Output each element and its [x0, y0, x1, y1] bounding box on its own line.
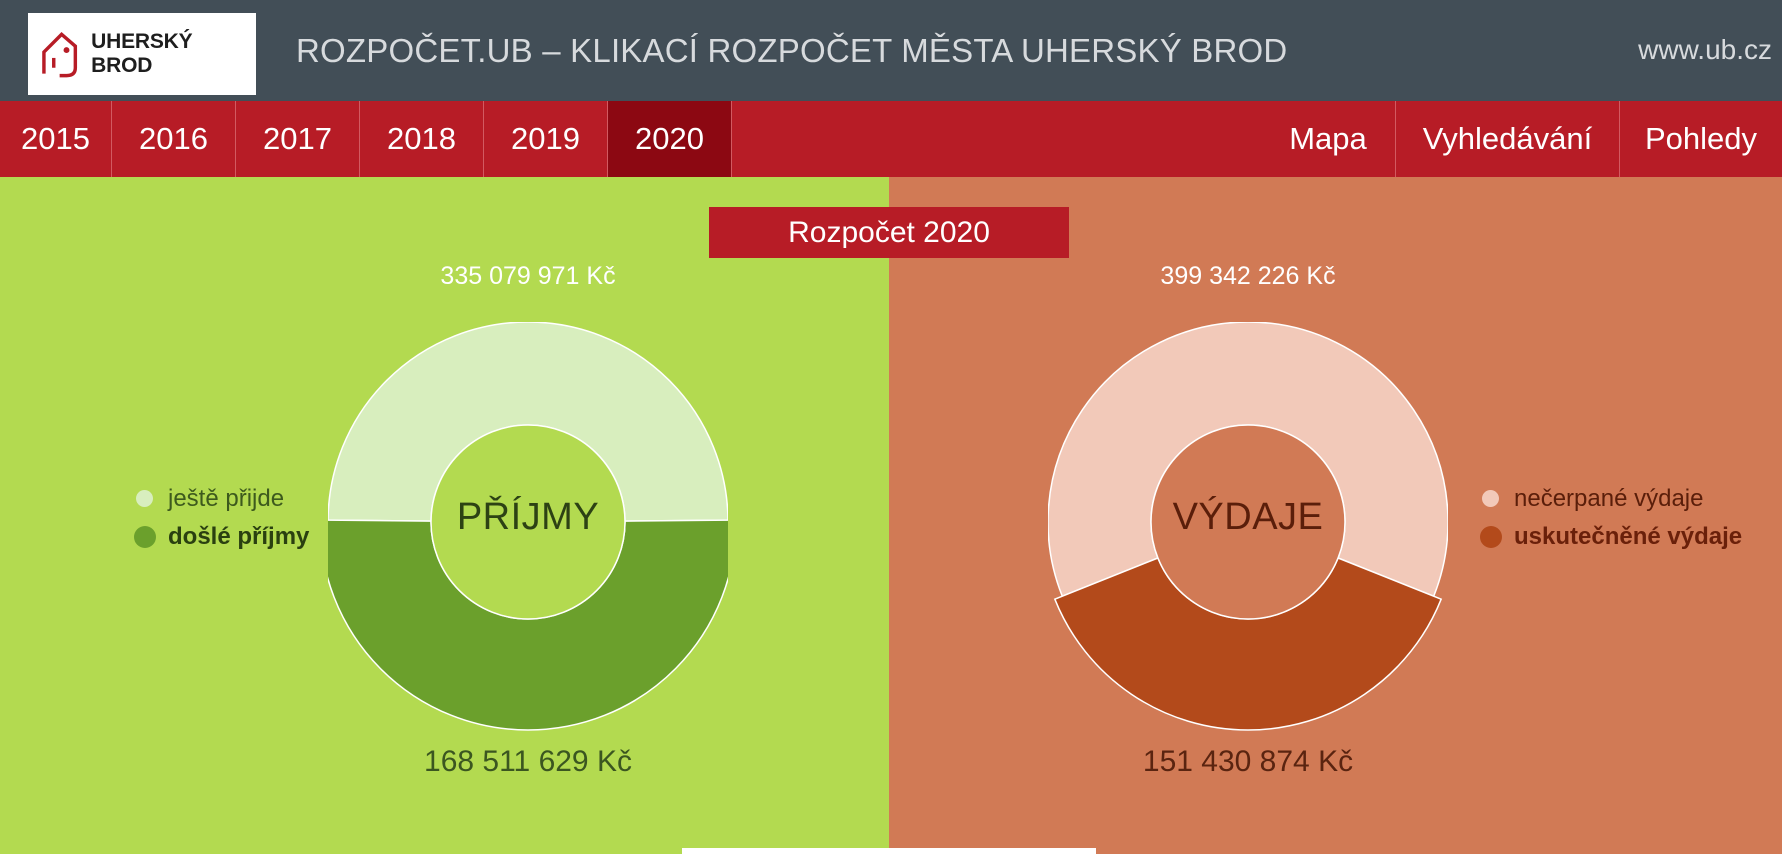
year-tab-2020[interactable]: 2020 — [608, 101, 732, 177]
year-tab-2016[interactable]: 2016 — [112, 101, 236, 177]
expenses-center-label: VÝDAJE — [1172, 496, 1324, 538]
legend-item-received-income[interactable]: došlé příjmy — [134, 518, 310, 556]
legend-label: uskutečněné výdaje — [1514, 523, 1743, 550]
year-tab-2015[interactable]: 2015 — [0, 101, 112, 177]
legend-item-remaining-expenses[interactable]: nečerpané výdaje — [1482, 480, 1742, 518]
income-donut-chart[interactable] — [328, 322, 728, 742]
legend-label: ještě přijde — [168, 485, 285, 512]
income-legend: ještě přijde došlé příjmy — [134, 480, 310, 556]
legend-label: došlé příjmy — [168, 523, 310, 550]
legend-dot-icon — [1482, 490, 1499, 507]
expenses-total: 399 342 226 Kč — [1160, 262, 1336, 290]
bottom-scroll-indicator — [682, 848, 1096, 854]
year-tab-2017[interactable]: 2017 — [236, 101, 360, 177]
income-center-label: PŘÍJMY — [456, 496, 600, 538]
city-logo[interactable]: UHERSKÝ BROD — [28, 13, 256, 95]
budget-title: Rozpočet 2020 — [709, 207, 1069, 258]
legend-dot-icon — [136, 490, 153, 507]
main-nav: 2015 2016 2017 2018 2019 2020 Mapa Vyhle… — [0, 101, 1782, 177]
year-tab-2019[interactable]: 2019 — [484, 101, 608, 177]
expenses-spent-amount: 151 430 874 Kč — [1142, 745, 1354, 778]
income-received-amount: 168 511 629 Kč — [424, 745, 632, 778]
nav-link-search[interactable]: Vyhledávání — [1395, 101, 1619, 177]
legend-label: nečerpané výdaje — [1514, 485, 1704, 512]
expenses-center-circle[interactable] — [1150, 424, 1346, 620]
logo-text: UHERSKÝ BROD — [91, 30, 193, 77]
city-house-icon — [42, 32, 78, 78]
expenses-donut-chart[interactable] — [1048, 322, 1448, 742]
income-total: 335 079 971 Kč — [440, 262, 616, 290]
nav-link-views[interactable]: Pohledy — [1619, 101, 1782, 177]
income-center-circle[interactable] — [430, 424, 626, 620]
year-tab-2018[interactable]: 2018 — [360, 101, 484, 177]
site-header: UHERSKÝ BROD ROZPOČET.UB – KLIKACÍ ROZPO… — [0, 0, 1782, 101]
nav-link-map[interactable]: Mapa — [1289, 121, 1367, 156]
legend-dot-icon — [1480, 526, 1502, 548]
legend-item-spent-expenses[interactable]: uskutečněné výdaje — [1480, 518, 1743, 556]
site-title: ROZPOČET.UB – KLIKACÍ ROZPOČET MĚSTA UHE… — [296, 32, 1288, 69]
legend-item-remaining-income[interactable]: ještě přijde — [136, 480, 309, 518]
expenses-legend: nečerpané výdaje uskutečněné výdaje — [1480, 480, 1743, 556]
site-url-link[interactable]: www.ub.cz — [1638, 34, 1772, 65]
legend-dot-icon — [134, 526, 156, 548]
